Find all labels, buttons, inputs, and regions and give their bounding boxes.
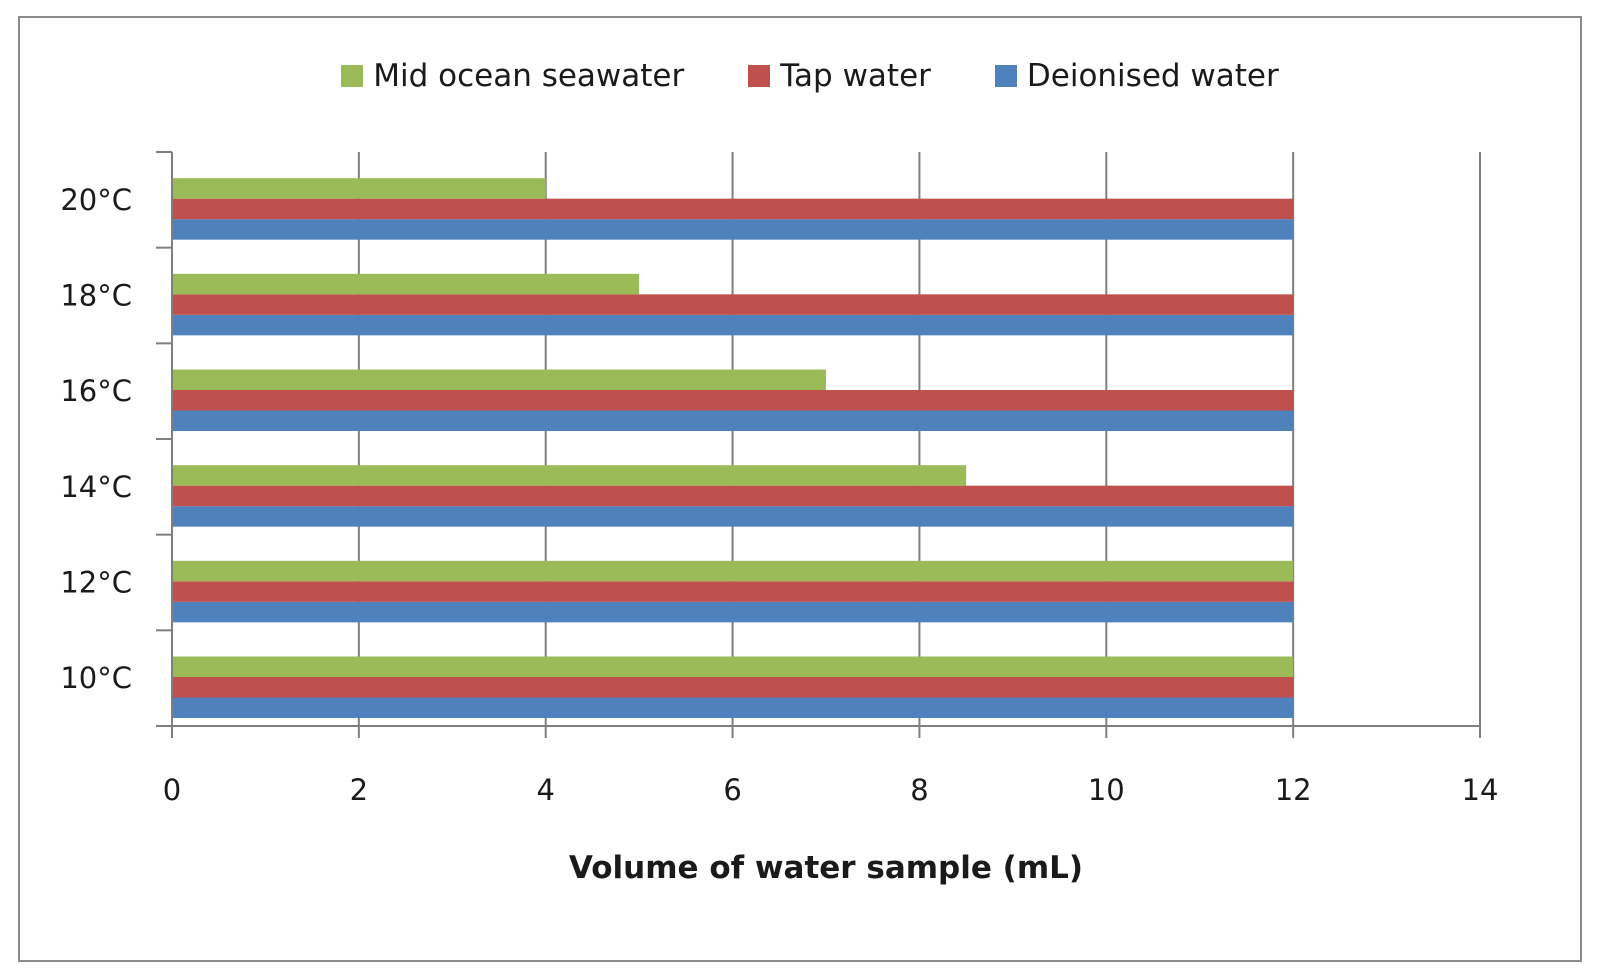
y-tick-label-14-c: 14°C: [60, 470, 132, 504]
bar-tap-water-16-c: [172, 390, 1294, 411]
bar-tap-water-10-c: [172, 677, 1294, 698]
x-tick-label-0: 0: [163, 773, 181, 807]
legend-item-deionised-water: Deionised water: [994, 58, 1279, 94]
bar-tap-water-12-c: [172, 581, 1294, 602]
bar-mid-ocean-seawater-20-c: [172, 178, 546, 199]
y-tick-label-18-c: 18°C: [60, 279, 132, 313]
bar-deionised-water-14-c: [172, 506, 1294, 527]
legend-swatch-mid-ocean-seawater: [341, 65, 364, 87]
y-tick-label-10-c: 10°C: [60, 661, 132, 695]
y-tick-label-12-c: 12°C: [60, 566, 132, 600]
bar-mid-ocean-seawater-14-c: [172, 465, 967, 486]
bar-deionised-water-18-c: [172, 314, 1294, 336]
x-tick-label-14: 14: [1462, 773, 1499, 807]
y-tick-label-20-c: 20°C: [60, 183, 132, 217]
bar-mid-ocean-seawater-10-c: [172, 656, 1294, 677]
legend-item-tap-water: Tap water: [748, 58, 931, 94]
chart-legend: Mid ocean seawater Tap water Deionised wat…: [0, 58, 1600, 94]
x-tick-label-2: 2: [350, 773, 368, 807]
bar-tap-water-18-c: [172, 294, 1294, 315]
bar-mid-ocean-seawater-18-c: [172, 273, 640, 295]
legend-swatch-deionised-water: [994, 65, 1017, 87]
x-axis-title: Volume of water sample (mL): [569, 850, 1083, 886]
bar-tap-water-20-c: [172, 198, 1294, 220]
bar-deionised-water-16-c: [172, 410, 1294, 431]
bar-mid-ocean-seawater-16-c: [172, 369, 826, 390]
legend-label-deionised-water: Deionised water: [1026, 58, 1279, 94]
bar-mid-ocean-seawater-12-c: [172, 560, 1294, 582]
y-tick-label-16-c: 16°C: [60, 374, 132, 408]
legend-label-tap-water: Tap water: [780, 58, 931, 94]
bar-deionised-water-12-c: [172, 601, 1294, 623]
legend-swatch-tap-water: [748, 65, 771, 87]
x-tick-label-12: 12: [1275, 773, 1312, 807]
bar-deionised-water-20-c: [172, 219, 1294, 240]
x-tick-label-8: 8: [910, 773, 928, 807]
bar-tap-water-14-c: [172, 485, 1294, 507]
x-tick-label-6: 6: [723, 773, 741, 807]
bar-deionised-water-10-c: [172, 697, 1294, 718]
x-tick-label-4: 4: [536, 773, 554, 807]
legend-item-mid-ocean-seawater: Mid ocean seawater: [341, 58, 684, 94]
x-tick-label-10: 10: [1088, 773, 1125, 807]
legend-label-mid-ocean-seawater: Mid ocean seawater: [373, 58, 685, 94]
